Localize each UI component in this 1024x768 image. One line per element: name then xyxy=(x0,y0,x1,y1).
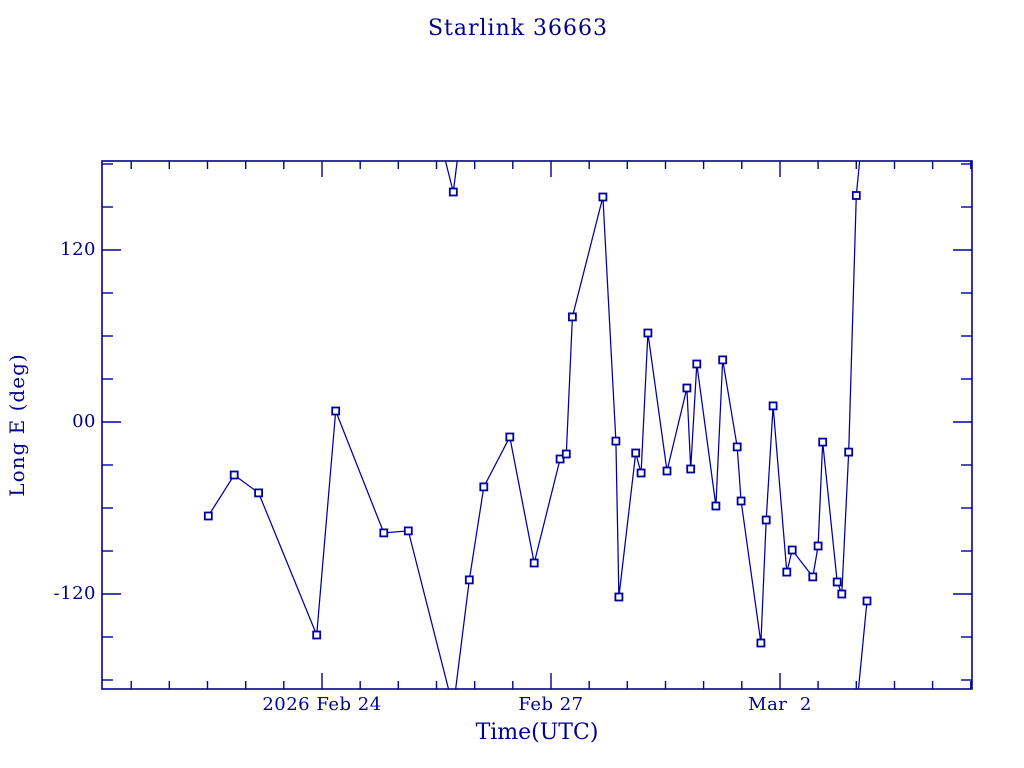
chart-title: Starlink 36663 xyxy=(427,16,609,41)
data-point-marker xyxy=(692,359,702,369)
data-point-marker xyxy=(614,592,624,602)
data-point-marker xyxy=(682,383,692,393)
data-point-marker xyxy=(818,437,828,447)
data-point-marker xyxy=(254,488,264,498)
data-point-marker xyxy=(756,638,766,648)
data-point-marker xyxy=(718,355,728,365)
data-point-marker xyxy=(662,466,672,476)
x-tick-label: 2026 Feb 24 xyxy=(262,694,382,715)
data-point-marker xyxy=(732,442,742,452)
data-point-marker xyxy=(611,436,621,446)
data-point-marker xyxy=(203,511,213,521)
data-series-line xyxy=(857,600,868,689)
data-point-marker xyxy=(636,468,646,478)
data-point-marker xyxy=(643,328,653,338)
data-point-marker xyxy=(631,448,641,458)
data-point-marker xyxy=(808,572,818,582)
x-axis-title: Time(UTC) xyxy=(475,720,599,745)
data-point-marker xyxy=(761,515,771,525)
data-point-marker xyxy=(555,454,565,464)
data-point-marker xyxy=(711,501,721,511)
data-point-marker xyxy=(813,541,823,551)
y-axis-title: Long E (deg) xyxy=(5,353,29,497)
data-point-marker xyxy=(844,447,854,457)
data-point-marker xyxy=(529,558,539,568)
data-point-marker xyxy=(448,187,458,197)
y-tick-label: 120 xyxy=(60,239,96,260)
data-point-marker xyxy=(851,191,861,200)
data-point-marker xyxy=(464,575,474,585)
data-point-marker xyxy=(403,526,413,536)
data-point-marker xyxy=(686,464,696,474)
data-point-marker xyxy=(736,496,746,506)
y-tick-label: 00 xyxy=(72,411,96,432)
data-point-marker xyxy=(782,567,792,577)
data-point-marker xyxy=(832,577,842,587)
data-point-marker xyxy=(312,630,322,640)
data-point-marker xyxy=(505,432,515,442)
data-series xyxy=(203,161,872,689)
data-series-line xyxy=(207,410,450,689)
data-point-marker xyxy=(837,589,847,599)
data-point-marker xyxy=(862,596,872,606)
data-point-marker xyxy=(229,470,239,480)
data-point-marker xyxy=(379,528,389,538)
data-point-marker xyxy=(598,192,608,202)
data-series-line xyxy=(455,161,861,689)
data-series-line xyxy=(444,161,458,193)
plot-frame xyxy=(101,160,973,690)
x-tick-label: Mar 2 xyxy=(748,694,812,715)
data-point-marker xyxy=(331,406,341,416)
data-point-marker xyxy=(479,482,489,492)
data-point-marker xyxy=(561,449,571,459)
data-point-marker xyxy=(787,545,797,555)
data-point-marker xyxy=(568,312,577,322)
y-tick-label: -120 xyxy=(53,582,96,604)
x-tick-label: Feb 27 xyxy=(518,694,584,715)
data-point-marker xyxy=(768,401,778,411)
